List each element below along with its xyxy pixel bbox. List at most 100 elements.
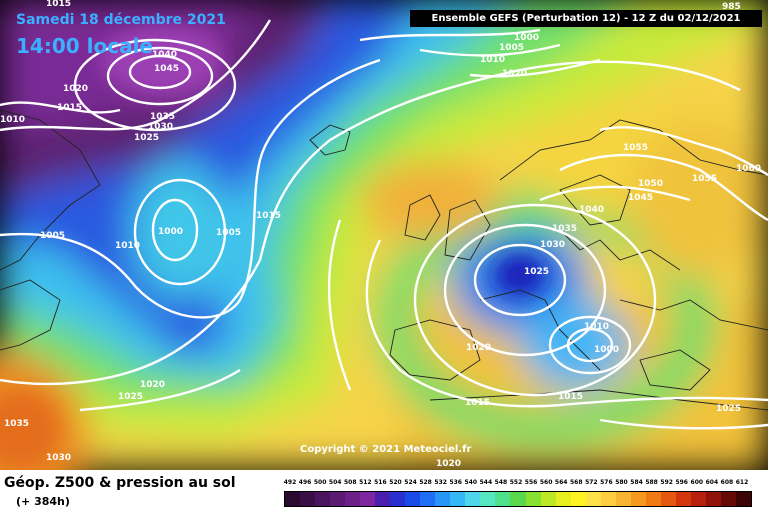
scale-swatch xyxy=(375,492,391,506)
isobar-label: 1045 xyxy=(154,64,179,74)
isobar-label: 1025 xyxy=(716,404,741,414)
isobars xyxy=(0,19,768,430)
scale-swatch xyxy=(285,492,301,506)
forecast-time: 14:00 locale xyxy=(16,34,153,58)
isobar-label: 1035 xyxy=(150,112,175,122)
isobar-label: 1045 xyxy=(628,193,653,203)
isobar-label: 1010 xyxy=(115,241,140,251)
scale-swatch xyxy=(420,492,436,506)
scale-label: 524 xyxy=(404,479,417,486)
model-run-banner: Ensemble GEFS (Perturbation 12) - 12 Z d… xyxy=(410,10,762,27)
scale-swatch xyxy=(600,492,616,506)
scale-swatch xyxy=(435,492,451,506)
isobar-label: 1015 xyxy=(256,211,281,221)
scale-swatch xyxy=(555,492,571,506)
scale-swatch xyxy=(705,492,721,506)
isobar-label: 1020 xyxy=(63,84,88,94)
scale-swatch xyxy=(675,492,691,506)
scale-swatch xyxy=(300,492,316,506)
scale-label: 560 xyxy=(539,479,553,486)
isobar-label: 1000 xyxy=(158,227,183,237)
isobar-label: 1005 xyxy=(216,228,241,238)
scale-label: 592 xyxy=(660,479,673,486)
isobar-label: 1030 xyxy=(46,453,71,463)
scale-label: 576 xyxy=(600,479,613,486)
scale-swatch xyxy=(645,492,661,506)
scale-label: 516 xyxy=(374,479,387,486)
chart-title: Géop. Z500 & pression au sol xyxy=(4,475,236,491)
isobar-label: 1025 xyxy=(118,392,143,402)
isobar-label: 1010 xyxy=(584,322,609,332)
scale-swatch xyxy=(585,492,601,506)
isobar-label: 1005 xyxy=(499,43,524,53)
isobar-label: 1055 xyxy=(692,174,717,184)
scale-label: 532 xyxy=(434,479,447,486)
geopotential-field xyxy=(0,0,768,470)
scale-swatch xyxy=(525,492,541,506)
scale-swatch xyxy=(360,492,376,506)
scale-label: 520 xyxy=(389,479,402,486)
isobar-label: 1020 xyxy=(502,69,527,79)
isobar-label: 1020 xyxy=(466,343,491,353)
isobar-label: 1025 xyxy=(524,267,549,277)
isobar-label: 1040 xyxy=(152,50,177,60)
color-scale-labels: 492 496 500 504 508 512 516 520 524 528 532 536 540 5… xyxy=(282,479,752,489)
isobar-label: 1020 xyxy=(140,380,165,390)
scale-label: 612 xyxy=(735,479,749,486)
coastlines xyxy=(0,109,768,411)
scale-label: 504 xyxy=(328,479,342,486)
forecast-lead-time: (+ 384h) xyxy=(16,495,70,508)
scale-swatch xyxy=(405,492,421,506)
isobar-label: 1030 xyxy=(148,122,173,132)
scale-label: 580 xyxy=(615,479,628,486)
scale-swatch xyxy=(570,492,586,506)
isobar-label: 1010 xyxy=(480,55,505,65)
isobar-label: 1015 xyxy=(558,392,583,402)
scale-label: 600 xyxy=(690,479,704,486)
isobar-label: 1005 xyxy=(40,231,65,241)
scale-label: 512 xyxy=(359,479,372,486)
isobar-label: 1015 xyxy=(46,0,71,9)
scale-swatch xyxy=(540,492,556,506)
scale-swatch xyxy=(510,492,526,506)
scale-swatch xyxy=(720,492,736,506)
scale-label: 568 xyxy=(570,479,583,486)
scale-swatch xyxy=(345,492,361,506)
isobar-label: 1050 xyxy=(638,179,663,189)
isobar-label: 1015 xyxy=(57,103,82,113)
copyright-text: Copyright © 2021 Meteociel.fr xyxy=(300,444,472,455)
scale-swatch xyxy=(495,492,511,506)
scale-swatch xyxy=(690,492,706,506)
scale-label: 564 xyxy=(554,479,568,486)
scale-label: 604 xyxy=(705,479,719,486)
scale-label: 608 xyxy=(720,479,734,486)
isobar-label: 1010 xyxy=(0,115,25,125)
scale-swatch xyxy=(330,492,346,506)
isobar-label: 1030 xyxy=(540,240,565,250)
scale-label: 496 xyxy=(298,479,312,486)
legend-footer: Géop. Z500 & pression au sol (+ 384h) 49… xyxy=(0,470,768,512)
isobar-label: 1055 xyxy=(623,143,648,153)
color-scale-bar xyxy=(284,491,752,507)
isobar-label: 1000 xyxy=(594,345,619,355)
scale-label: 596 xyxy=(675,479,688,486)
isobar-label: 1025 xyxy=(134,133,159,143)
isobar-label: 1035 xyxy=(4,419,29,429)
scale-swatch xyxy=(615,492,631,506)
scale-label: 508 xyxy=(344,479,357,486)
scale-label: 552 xyxy=(509,479,523,486)
forecast-date: Samedi 18 décembre 2021 xyxy=(16,12,226,28)
isobar-label: 1035 xyxy=(552,224,577,234)
scale-label: 536 xyxy=(449,479,462,486)
scale-swatch xyxy=(660,492,676,506)
scale-swatch xyxy=(735,492,751,506)
scale-swatch xyxy=(480,492,496,506)
isobar-label: 1015 xyxy=(465,398,490,408)
isobar-label: 1060 xyxy=(736,164,761,174)
scale-label: 528 xyxy=(419,479,432,486)
scale-label: 588 xyxy=(645,479,658,486)
isobar-label: 1040 xyxy=(579,205,604,215)
scale-label: 500 xyxy=(313,479,327,486)
scale-swatch xyxy=(630,492,646,506)
